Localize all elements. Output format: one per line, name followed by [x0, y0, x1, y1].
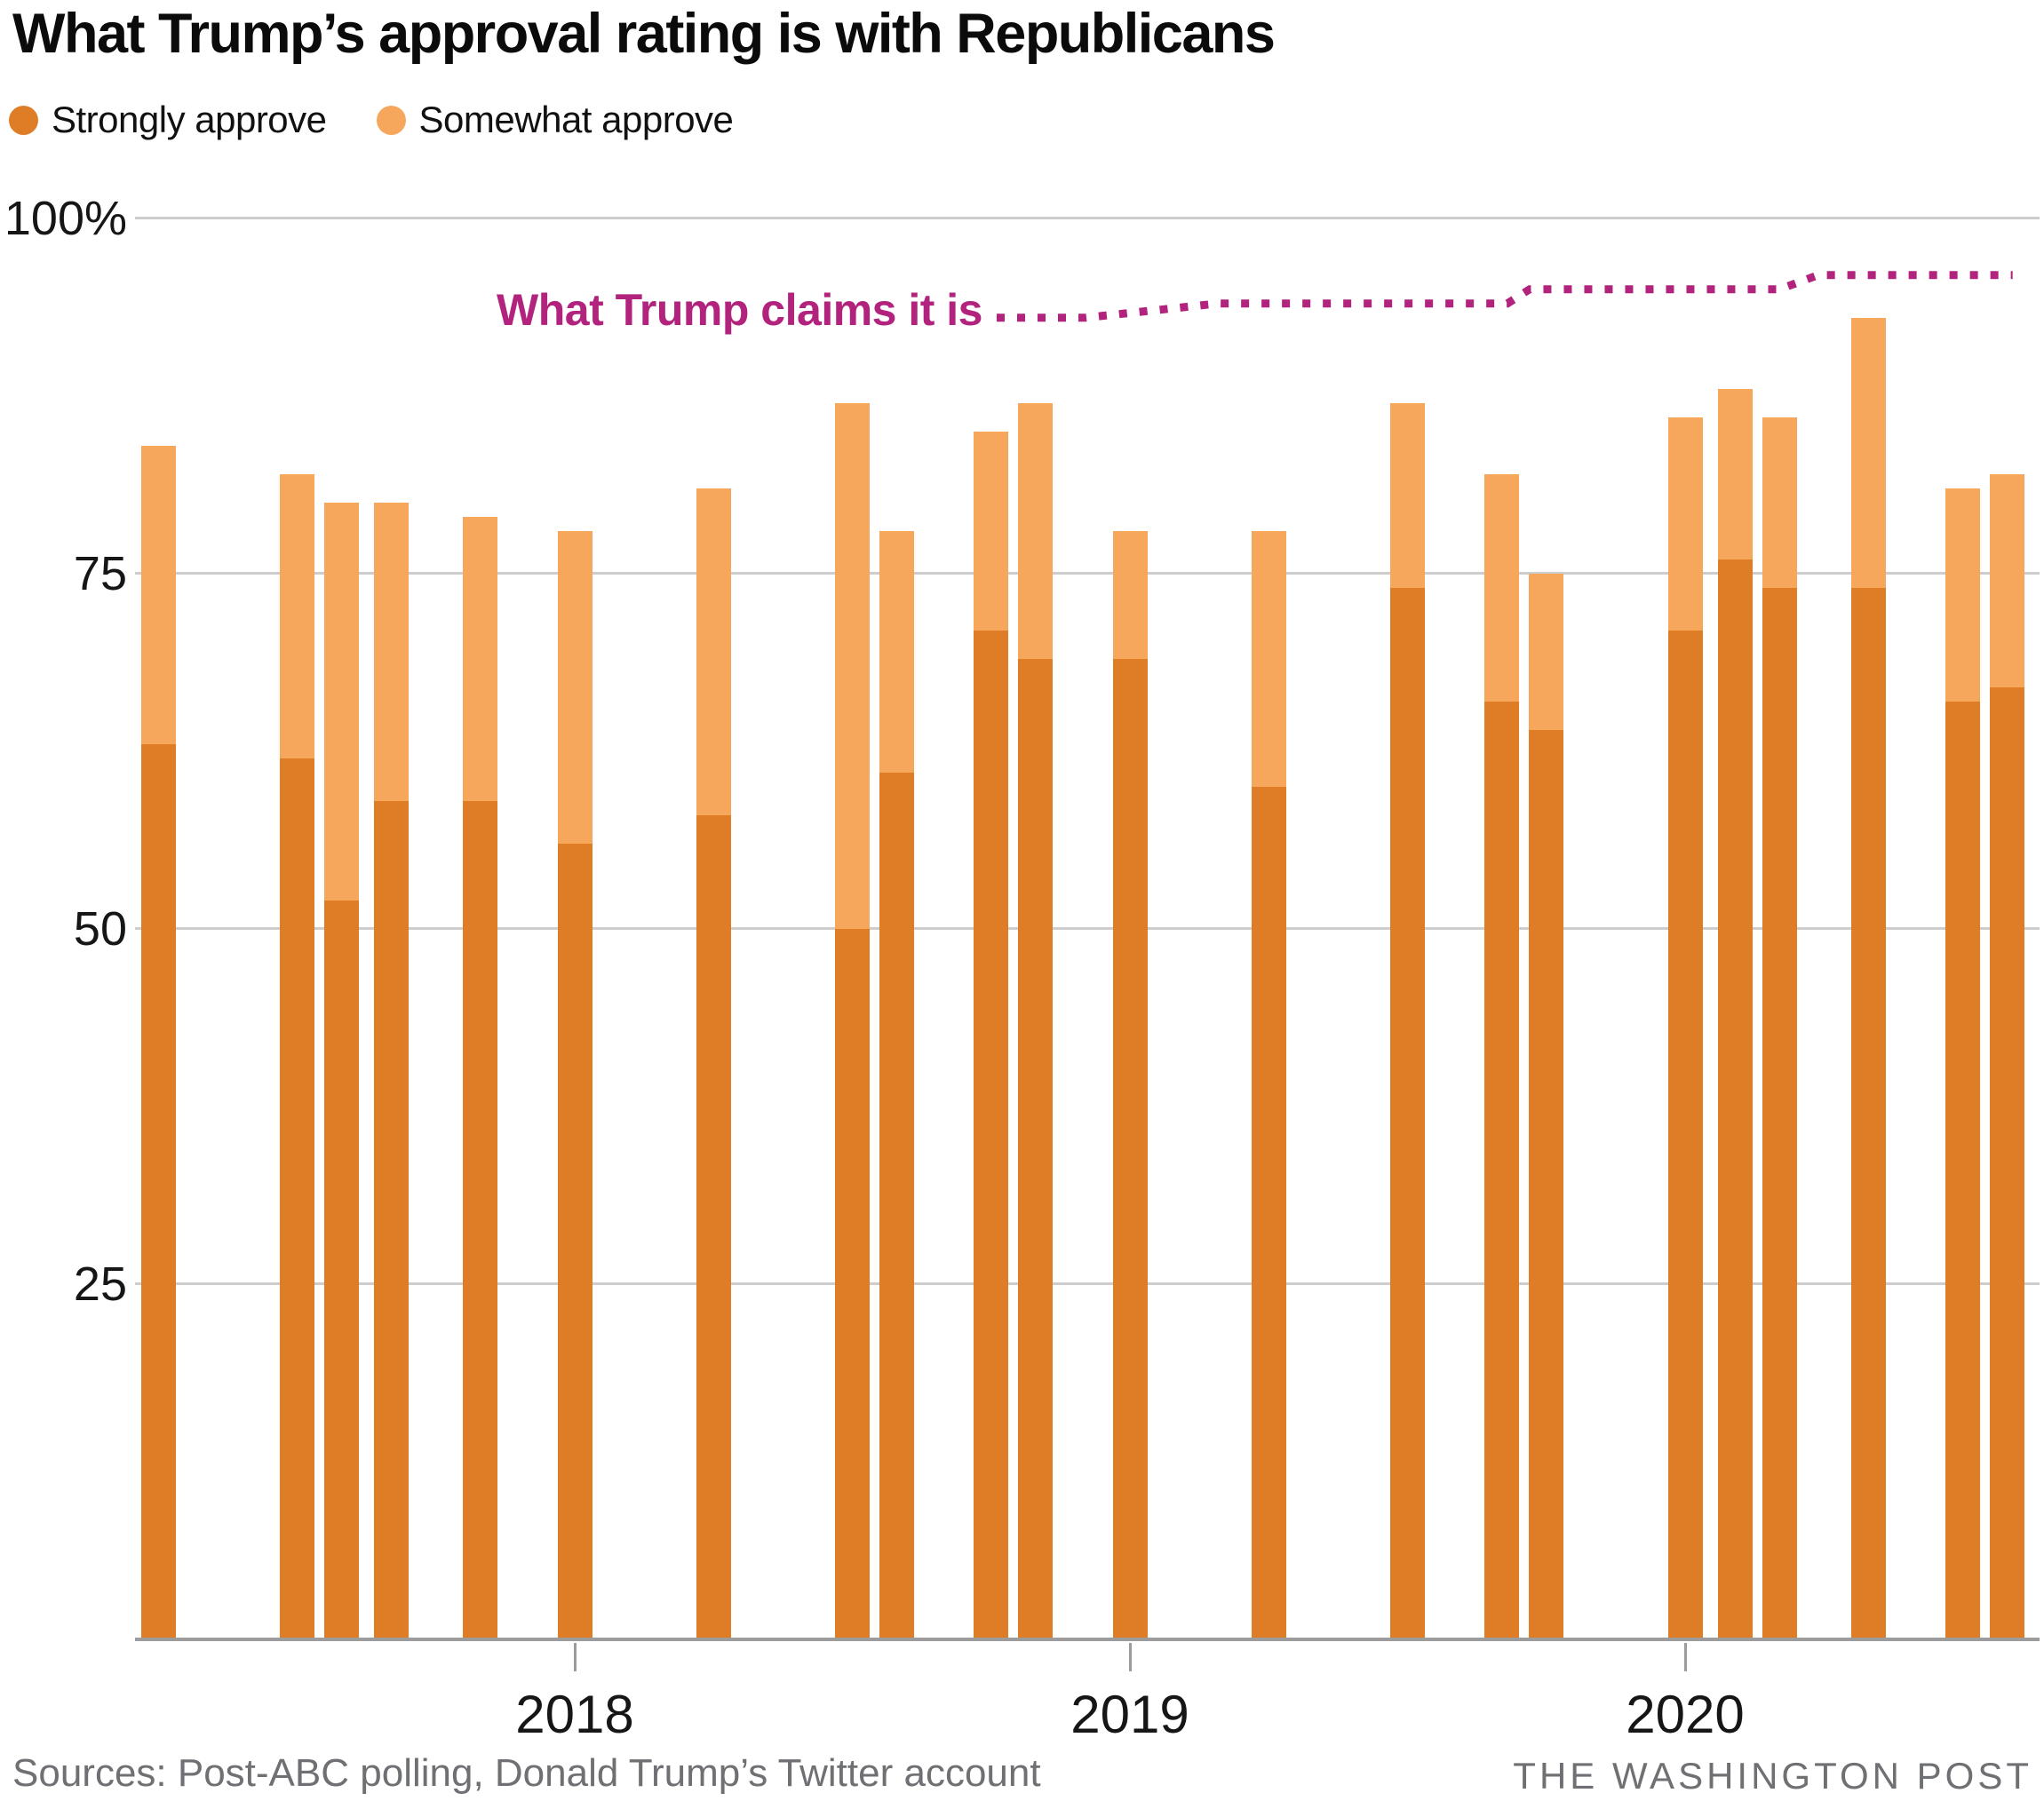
bar-aug-2017	[324, 502, 359, 1639]
bar-segment-somewhat-approve	[374, 502, 410, 801]
bar-segment-somewhat-approve	[463, 516, 498, 801]
bar-segment-somewhat-approve	[835, 402, 870, 929]
legend-item-somewhat-approve: Somewhat approve	[376, 99, 734, 141]
bar-may-2020	[1850, 317, 1886, 1639]
bar-segment-strongly-approve	[140, 743, 176, 1639]
bar-jul-2018	[835, 402, 870, 1639]
bar-jan-2019	[1112, 530, 1148, 1639]
bar-jan-2018	[557, 530, 593, 1639]
strongly-approve-swatch-icon	[9, 105, 38, 135]
bar-segment-somewhat-approve	[696, 488, 731, 815]
bar-jan-2020	[1667, 417, 1703, 1639]
bar-segment-strongly-approve	[1390, 587, 1425, 1639]
bar-oct-2019	[1529, 573, 1564, 1639]
bar-aug-2020	[1990, 473, 2024, 1639]
bar-segment-somewhat-approve	[1112, 530, 1148, 659]
bar-segment-somewhat-approve	[1717, 388, 1753, 559]
bar-segment-strongly-approve	[879, 772, 914, 1639]
bar-mar-2020	[1762, 417, 1797, 1639]
x-axis-tick-2020	[1683, 1643, 1687, 1671]
gridline-100	[135, 217, 2040, 220]
bar-jul-2019	[1390, 402, 1425, 1639]
bar-segment-somewhat-approve	[1762, 417, 1797, 588]
bar-segment-strongly-approve	[974, 630, 1009, 1639]
bar-segment-somewhat-approve	[140, 445, 176, 744]
chart-title: What Trump’s approval rating is with Rep…	[12, 3, 1276, 65]
bar-nov-2017	[463, 516, 498, 1639]
publisher-credit: THE WASHINGTON POST	[1513, 1755, 2032, 1797]
bar-apr-2019	[1251, 530, 1286, 1639]
gridline-25	[135, 1282, 2040, 1286]
bar-segment-strongly-approve	[280, 758, 314, 1639]
gridline-50	[135, 927, 2040, 931]
bar-segment-somewhat-approve	[1945, 488, 1980, 702]
bar-segment-strongly-approve	[1667, 630, 1703, 1639]
y-axis-label-100: 100%	[4, 191, 127, 245]
x-axis-label-2020: 2020	[1626, 1685, 1745, 1744]
x-axis-tick-2018	[573, 1643, 577, 1671]
x-axis-label-2019: 2019	[1070, 1685, 1189, 1744]
bar-segment-strongly-approve	[1484, 701, 1520, 1639]
bar-segment-strongly-approve	[463, 800, 498, 1639]
bar-segment-strongly-approve	[1945, 701, 1980, 1639]
bar-sep-2017	[374, 502, 410, 1639]
bar-segment-strongly-approve	[374, 800, 410, 1639]
claims-annotation: What Trump claims it is	[497, 285, 982, 335]
bar-segment-strongly-approve	[1717, 559, 1753, 1639]
x-axis-label-2018: 2018	[515, 1685, 634, 1744]
bar-segment-somewhat-approve	[974, 431, 1009, 631]
bar-oct-2018	[974, 431, 1009, 1639]
x-axis-baseline	[135, 1638, 2040, 1641]
sources-note: Sources: Post-ABC polling, Donald Trump’…	[12, 1751, 1041, 1795]
bar-segment-somewhat-approve	[280, 473, 314, 758]
bar-segment-strongly-approve	[1251, 786, 1286, 1639]
bar-segment-strongly-approve	[557, 843, 593, 1639]
y-axis-label-75: 75	[73, 546, 127, 600]
bar-segment-somewhat-approve	[1018, 402, 1054, 659]
bar-segment-strongly-approve	[324, 900, 359, 1639]
bar-feb-2020	[1717, 388, 1753, 1639]
bar-segment-somewhat-approve	[1990, 473, 2024, 687]
gridline-75	[135, 572, 2040, 575]
bar-segment-strongly-approve	[696, 814, 731, 1639]
legend-label-strongly-approve: Strongly approve	[52, 99, 327, 140]
bar-segment-somewhat-approve	[1251, 530, 1286, 787]
bar-segment-strongly-approve	[1850, 587, 1886, 1639]
y-axis-label-25: 25	[73, 1257, 127, 1311]
bar-segment-strongly-approve	[1018, 658, 1054, 1639]
y-axis-label-50: 50	[73, 901, 127, 956]
bar-jul-2017	[280, 473, 314, 1639]
bar-segment-strongly-approve	[1529, 729, 1564, 1639]
bar-segment-somewhat-approve	[1529, 573, 1564, 730]
bar-segment-strongly-approve	[835, 928, 870, 1639]
bar-segment-somewhat-approve	[324, 502, 359, 901]
bar-segment-strongly-approve	[1990, 686, 2024, 1639]
bar-segment-somewhat-approve	[557, 530, 593, 844]
bar-apr-2017	[140, 445, 176, 1639]
bar-segment-strongly-approve	[1762, 587, 1797, 1639]
bar-sep-2019	[1484, 473, 1520, 1639]
legend-item-strongly-approve: Strongly approve	[9, 99, 327, 141]
legend-label-somewhat-approve: Somewhat approve	[418, 99, 734, 140]
legend: Strongly approve Somewhat approve	[9, 94, 734, 146]
bar-apr-2018	[696, 488, 731, 1639]
bar-segment-somewhat-approve	[1667, 417, 1703, 631]
somewhat-approve-swatch-icon	[376, 105, 406, 135]
bar-segment-somewhat-approve	[1484, 473, 1520, 702]
bar-jul-2020	[1945, 488, 1980, 1639]
bar-segment-somewhat-approve	[879, 530, 914, 773]
bar-segment-somewhat-approve	[1850, 317, 1886, 588]
bar-segment-strongly-approve	[1112, 658, 1148, 1639]
bar-aug-2018	[879, 530, 914, 1639]
bar-segment-somewhat-approve	[1390, 402, 1425, 588]
bar-nov-2018	[1018, 402, 1054, 1639]
x-axis-tick-2019	[1128, 1643, 1132, 1671]
